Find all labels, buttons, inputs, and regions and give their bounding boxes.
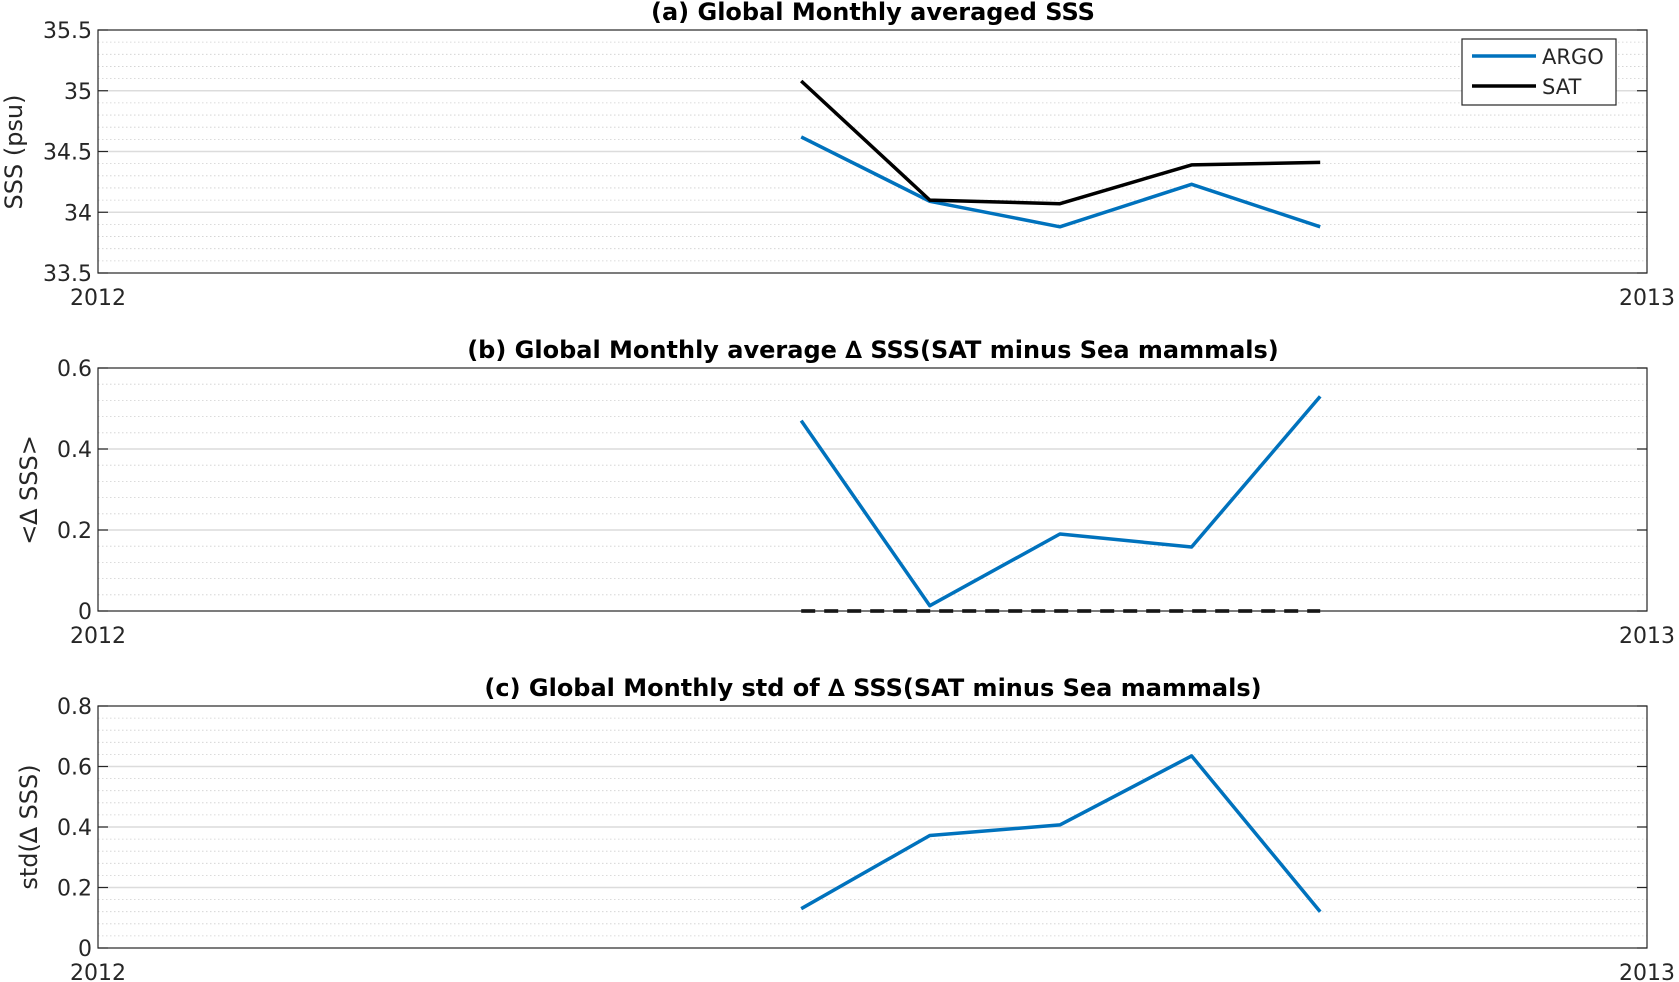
subplot-c-xtick-2013: 2013 xyxy=(1619,961,1675,982)
subplot-c-title: (c) Global Monthly std of ∆ SSS(SAT minu… xyxy=(484,674,1261,702)
subplot-b: (b) Global Monthly average ∆ SSS(SAT min… xyxy=(15,336,1675,649)
subplot-c-xtick-2012: 2012 xyxy=(70,961,126,982)
subplot-b-series-line-0 xyxy=(799,395,1322,608)
subplot-a-grid xyxy=(98,41,1647,262)
subplot-a-ytick-label: 34 xyxy=(64,201,92,226)
subplot-c-ytick-label: 0.8 xyxy=(57,695,92,720)
subplot-b-ytick-label: 0.4 xyxy=(57,438,92,463)
subplot-a-ytick-label: 33.5 xyxy=(43,262,92,287)
subplot-a-ytick-label: 35.5 xyxy=(43,19,92,44)
subplot-a-ytick-label: 35 xyxy=(64,80,92,105)
subplot-c: (c) Global Monthly std of ∆ SSS(SAT minu… xyxy=(15,674,1675,982)
subplot-a-series-argo xyxy=(800,135,1321,229)
subplot-b-ylabel: <∆ SSS> xyxy=(15,435,43,545)
subplot-c-ytick-label: 0 xyxy=(78,937,92,962)
legend: ARGO SAT xyxy=(1461,38,1617,106)
subplot-c-series xyxy=(800,754,1322,913)
subplot-b-axes xyxy=(97,367,1648,612)
subplot-c-ticks: 0 0.2 0.4 0.6 0.8 xyxy=(57,695,1647,962)
subplot-c-grid xyxy=(98,717,1647,937)
subplot-a: (a) Global Monthly averaged SSS SSS (psu… xyxy=(0,0,1675,311)
subplot-b-ytick-label: 0.2 xyxy=(57,519,92,544)
subplot-a-series-sat xyxy=(800,79,1321,206)
subplot-b-ytick-label: 0 xyxy=(78,600,92,625)
legend-label-argo: ARGO xyxy=(1542,45,1604,69)
subplot-c-ytick-label: 0.4 xyxy=(57,816,92,841)
subplot-b-ytick-label: 0.6 xyxy=(57,357,92,382)
subplot-a-title: (a) Global Monthly averaged SSS xyxy=(651,0,1095,26)
subplot-b-xtick-2012: 2012 xyxy=(70,624,126,649)
subplot-c-ytick-label: 0.2 xyxy=(57,877,92,902)
subplot-a-ytick-label: 34.5 xyxy=(43,141,92,166)
subplot-b-ticks: 0 0.2 0.4 0.6 xyxy=(57,357,1647,625)
subplot-c-ylabel: std(∆ SSS) xyxy=(15,764,43,889)
subplot-a-xtick-2013: 2013 xyxy=(1619,286,1675,311)
legend-label-sat: SAT xyxy=(1542,75,1581,99)
subplot-a-ticks: 33.5 34 34.5 35 35.5 xyxy=(43,19,1647,287)
subplot-a-series xyxy=(800,79,1321,229)
subplot-a-ylabel: SSS (psu) xyxy=(0,94,28,209)
subplot-c-ytick-label: 0.6 xyxy=(57,756,92,781)
subplot-b-grid xyxy=(98,383,1647,596)
subplot-b-title: (b) Global Monthly average ∆ SSS(SAT min… xyxy=(467,336,1279,364)
subplot-c-series-line-0 xyxy=(800,754,1322,913)
subplot-b-xtick-2013: 2013 xyxy=(1619,624,1675,649)
subplot-a-xtick-2012: 2012 xyxy=(70,286,126,311)
